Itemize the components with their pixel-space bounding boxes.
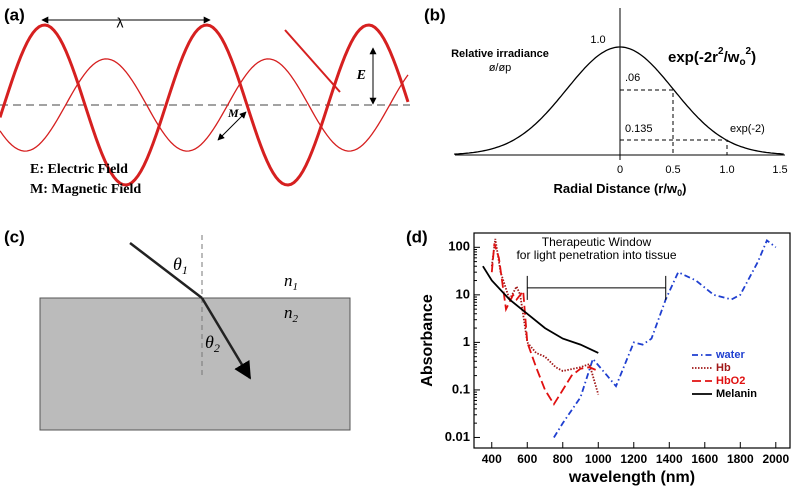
series-line — [482, 265, 599, 354]
x-tick-label: 800 — [553, 452, 573, 466]
legend-text: E: Electric Field — [30, 162, 128, 177]
x-tick-label: 1.0 — [719, 164, 734, 176]
m-arrow — [217, 111, 247, 141]
y-tick-label: 10 — [456, 286, 470, 301]
x-tick-label: 1400 — [656, 452, 683, 466]
x-tick-label: 1000 — [585, 452, 612, 466]
gaussian-curve — [454, 46, 784, 155]
x-tick-label: 400 — [482, 452, 502, 466]
guide — [620, 139, 728, 155]
x-tick-label: 1600 — [691, 452, 718, 466]
mark-label: 0.135 — [625, 123, 653, 135]
wave-segment — [284, 29, 341, 93]
incident-ray — [129, 242, 203, 299]
panel-label: (d) — [406, 227, 428, 246]
formula: exp(-2r2/wo2) — [668, 46, 756, 68]
legend-label: water — [715, 349, 745, 361]
y-subtitle: ø/øp — [489, 62, 512, 74]
legend-label: HbO2 — [716, 375, 745, 387]
panel-label: (a) — [4, 5, 25, 24]
x-tick-label: 1200 — [620, 452, 647, 466]
x-tick-label: 1800 — [727, 452, 754, 466]
guide — [620, 89, 674, 155]
series-line — [490, 243, 599, 406]
legend-label: Hb — [716, 362, 731, 374]
wavelength-label: λ — [117, 15, 124, 31]
y-tick-label: 1 — [463, 334, 470, 349]
x-title: Radial Distance (r/w0) — [554, 181, 687, 198]
magnetic-wave — [0, 58, 409, 152]
panel-label: (b) — [424, 5, 446, 24]
medium — [39, 297, 351, 431]
panel-d: (d) 0.01 0.1 1 10 100 400 600 800 1000 1200 1400 16… — [406, 227, 791, 486]
theta2: θ2 — [205, 332, 220, 355]
y-tick-label: 0.1 — [452, 381, 470, 396]
legend-text: M: Magnetic Field — [30, 182, 141, 197]
annotation-text: Therapeutic Window — [542, 235, 652, 249]
series-line — [490, 238, 600, 395]
plot-frame — [473, 232, 791, 449]
e-label: E — [356, 68, 366, 83]
y-tick-label: 0.01 — [445, 429, 470, 444]
x-title: wavelength (nm) — [568, 469, 695, 486]
mark-label: .06 — [625, 72, 640, 84]
panel-label: (c) — [4, 227, 25, 246]
x-tick-label: 0 — [617, 164, 623, 176]
m-label: M — [227, 106, 239, 120]
panel-b: (b) 1.0 .06 0.135 exp(-2) Relative irrad… — [424, 5, 788, 198]
electric-wave — [0, 23, 410, 187]
panel-c: (c) θ1 θ2 n1 n2 — [4, 227, 351, 431]
refracted-ray — [200, 297, 252, 380]
theta1: θ1 — [173, 254, 188, 277]
panel-a: (a) λ E M E: Electric Field M: Magnetic … — [0, 5, 410, 197]
n1: n1 — [284, 271, 298, 293]
y-tick-label: 100 — [448, 239, 470, 254]
x-tick-label: 2000 — [762, 452, 789, 466]
mark-label: exp(-2) — [730, 123, 765, 135]
x-tick-label: 600 — [517, 452, 537, 466]
y-title: Relative irradiance — [451, 48, 549, 60]
x-tick-label: 0.5 — [665, 164, 680, 176]
peak-label: 1.0 — [590, 34, 605, 46]
legend-label: Melanin — [716, 388, 757, 400]
series-line — [553, 238, 777, 438]
y-title: Absorbance — [419, 294, 436, 387]
x-tick-label: 1.5 — [772, 164, 787, 176]
n2: n2 — [284, 303, 299, 325]
annotation-text: for light penetration into tissue — [516, 248, 676, 262]
